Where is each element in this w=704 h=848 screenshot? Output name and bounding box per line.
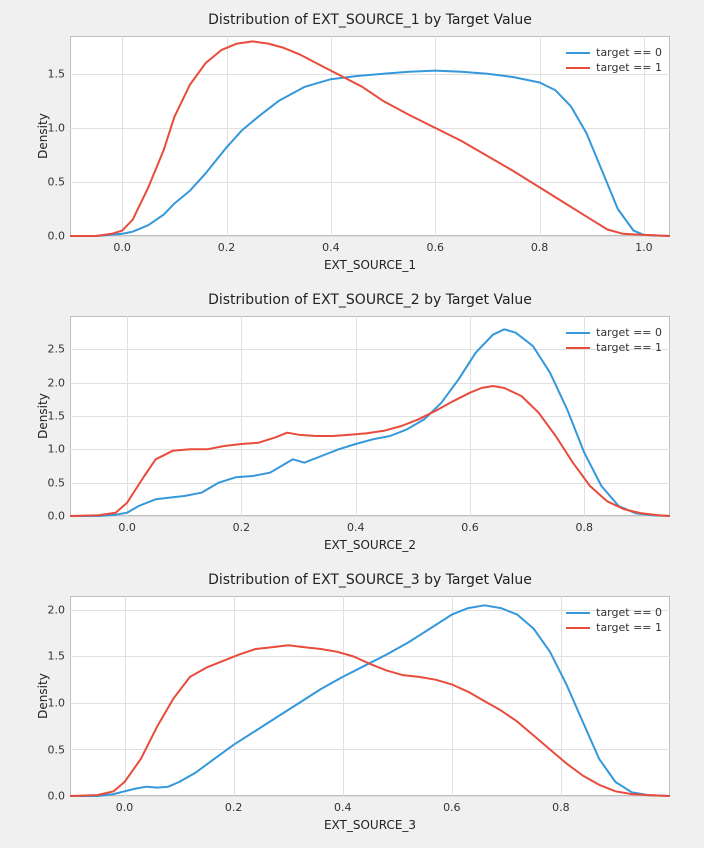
legend: target == 0 target == 1 bbox=[566, 604, 662, 636]
legend-swatch bbox=[566, 347, 590, 349]
xtick-label: 0.4 bbox=[334, 801, 352, 814]
legend-label: target == 1 bbox=[596, 61, 662, 74]
figure: 0.0 0.2 0.4 0.6 0.8 1.0 0.0 0.5 1.0 1.5 Distributi… bbox=[0, 0, 704, 848]
legend-item: target == 0 bbox=[566, 46, 662, 59]
xtick-label: 0.2 bbox=[233, 521, 251, 534]
legend-swatch bbox=[566, 67, 590, 69]
xtick-label: 0.8 bbox=[576, 521, 594, 534]
legend: target == 0 target == 1 bbox=[566, 44, 662, 76]
ytick-label: 2.5 bbox=[40, 343, 65, 356]
grid-h bbox=[70, 236, 670, 237]
legend-item: target == 0 bbox=[566, 606, 662, 619]
legend-item: target == 1 bbox=[566, 61, 662, 74]
ytick-label: 1.5 bbox=[40, 650, 65, 663]
xtick-label: 0.0 bbox=[118, 521, 136, 534]
xtick-label: 0.8 bbox=[552, 801, 570, 814]
legend-label: target == 0 bbox=[596, 326, 662, 339]
xtick-label: 0.8 bbox=[531, 241, 549, 254]
chart-title: Distribution of EXT_SOURCE_1 by Target V… bbox=[70, 12, 670, 28]
xtick-label: 0.2 bbox=[218, 241, 236, 254]
legend-swatch bbox=[566, 612, 590, 614]
ytick-label: 1.5 bbox=[40, 67, 65, 80]
legend-swatch bbox=[566, 52, 590, 54]
ytick-label: 0.5 bbox=[40, 743, 65, 756]
subplot-2: 0.00.20.40.60.80.00.51.01.52.02.5Distrib… bbox=[70, 316, 670, 516]
line-target-1 bbox=[70, 386, 670, 516]
y-axis-label: Density bbox=[36, 393, 50, 439]
ytick-label: 0.0 bbox=[40, 510, 65, 523]
legend-item: target == 1 bbox=[566, 341, 662, 354]
line-target-0 bbox=[70, 329, 670, 516]
ytick-label: 0.5 bbox=[40, 476, 65, 489]
ytick-label: 0.5 bbox=[40, 175, 65, 188]
legend-swatch bbox=[566, 627, 590, 629]
xtick-label: 0.6 bbox=[461, 521, 479, 534]
ytick-label: 1.0 bbox=[40, 443, 65, 456]
ytick-label: 0.0 bbox=[40, 230, 65, 243]
x-axis-label: EXT_SOURCE_1 bbox=[70, 258, 670, 272]
xtick-label: 0.6 bbox=[443, 801, 461, 814]
ytick-label: 0.0 bbox=[40, 790, 65, 803]
legend: target == 0 target == 1 bbox=[566, 324, 662, 356]
xtick-label: 0.4 bbox=[347, 521, 365, 534]
x-axis-label: EXT_SOURCE_2 bbox=[70, 538, 670, 552]
subplot-1: 0.00.20.40.60.81.00.00.51.01.5Distributi… bbox=[70, 36, 670, 236]
legend-label: target == 1 bbox=[596, 341, 662, 354]
line-target-0 bbox=[70, 71, 670, 236]
xtick-label: 0.2 bbox=[225, 801, 243, 814]
x-axis-label: EXT_SOURCE_3 bbox=[70, 818, 670, 832]
xtick-label: 0.0 bbox=[113, 241, 131, 254]
xtick-label: 0.6 bbox=[426, 241, 444, 254]
xtick-label: 0.4 bbox=[322, 241, 340, 254]
legend-item: target == 1 bbox=[566, 621, 662, 634]
ytick-label: 2.0 bbox=[40, 376, 65, 389]
y-axis-label: Density bbox=[36, 673, 50, 719]
legend-label: target == 0 bbox=[596, 606, 662, 619]
chart-title: Distribution of EXT_SOURCE_3 by Target V… bbox=[70, 572, 670, 588]
grid-h bbox=[70, 796, 670, 797]
xtick-label: 0.0 bbox=[116, 801, 134, 814]
legend-label: target == 1 bbox=[596, 621, 662, 634]
y-axis-label: Density bbox=[36, 113, 50, 159]
grid-h bbox=[70, 516, 670, 517]
chart-title: Distribution of EXT_SOURCE_2 by Target V… bbox=[70, 292, 670, 308]
subplot-3: 0.00.20.40.60.80.00.51.01.52.0Distributi… bbox=[70, 596, 670, 796]
line-target-1 bbox=[70, 645, 670, 796]
ytick-label: 2.0 bbox=[40, 603, 65, 616]
legend-item: target == 0 bbox=[566, 326, 662, 339]
legend-swatch bbox=[566, 332, 590, 334]
legend-label: target == 0 bbox=[596, 46, 662, 59]
xtick-label: 1.0 bbox=[635, 241, 653, 254]
